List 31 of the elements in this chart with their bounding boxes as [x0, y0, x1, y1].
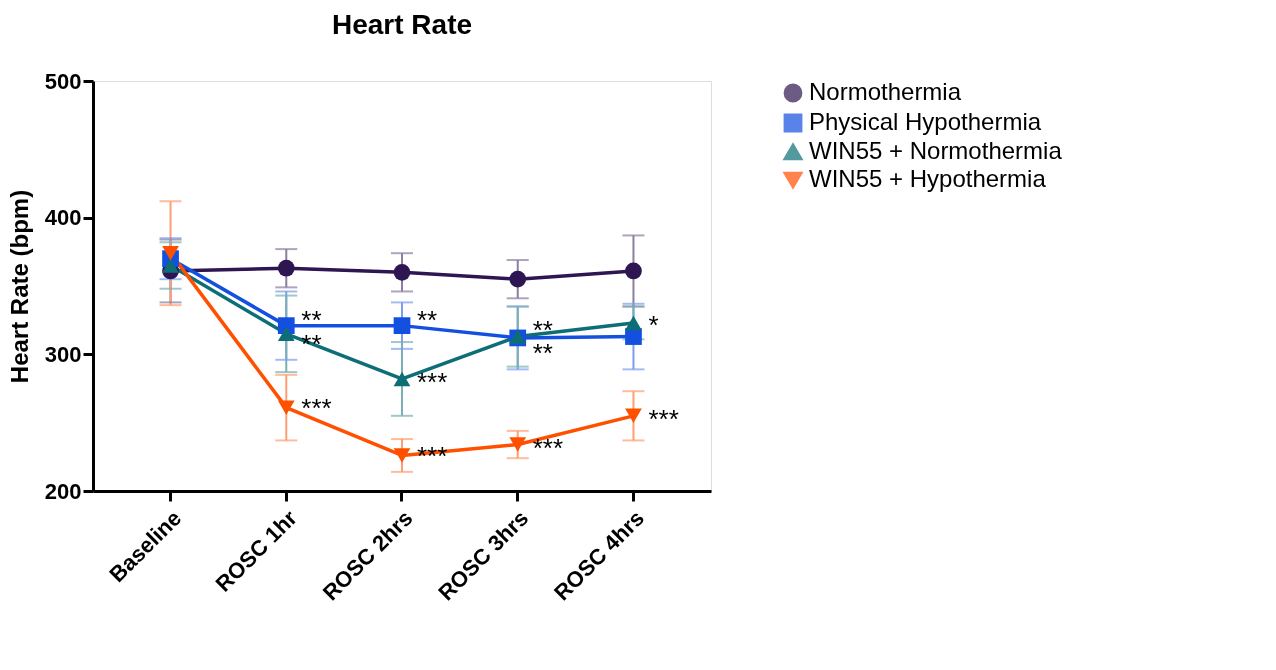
point [393, 317, 411, 334]
y-tick-label: 200 [44, 478, 82, 504]
point [162, 258, 179, 273]
legend-label: WIN55 + Hypothermia [809, 165, 1047, 192]
point [393, 371, 411, 387]
point [277, 400, 295, 415]
y-tick-label: 300 [44, 341, 82, 367]
annotation: * [648, 309, 659, 340]
point [625, 408, 642, 424]
y-axis-title: Heart Rate (bpm) [5, 189, 33, 384]
annotation: ** [417, 305, 438, 336]
annotation: *** [648, 403, 679, 434]
annotation: *** [417, 366, 448, 397]
y-tick-label: 500 [44, 68, 82, 94]
point [162, 245, 179, 261]
legend-label: WIN55 + Normothermia [809, 137, 1063, 164]
y-tick-label: 400 [44, 205, 82, 231]
annotation: *** [532, 432, 564, 463]
point [509, 270, 527, 288]
annotation: ** [301, 305, 322, 336]
point [393, 448, 411, 463]
point [625, 262, 642, 280]
point [277, 259, 295, 277]
chart-title: Heart Rate [331, 9, 473, 40]
point [509, 437, 527, 452]
legend-label: Normothermia [809, 78, 962, 105]
annotation: *** [301, 392, 332, 423]
point [277, 326, 295, 342]
point [625, 315, 642, 331]
point [393, 263, 411, 281]
legend-label: Physical Hypothermia [809, 108, 1042, 135]
